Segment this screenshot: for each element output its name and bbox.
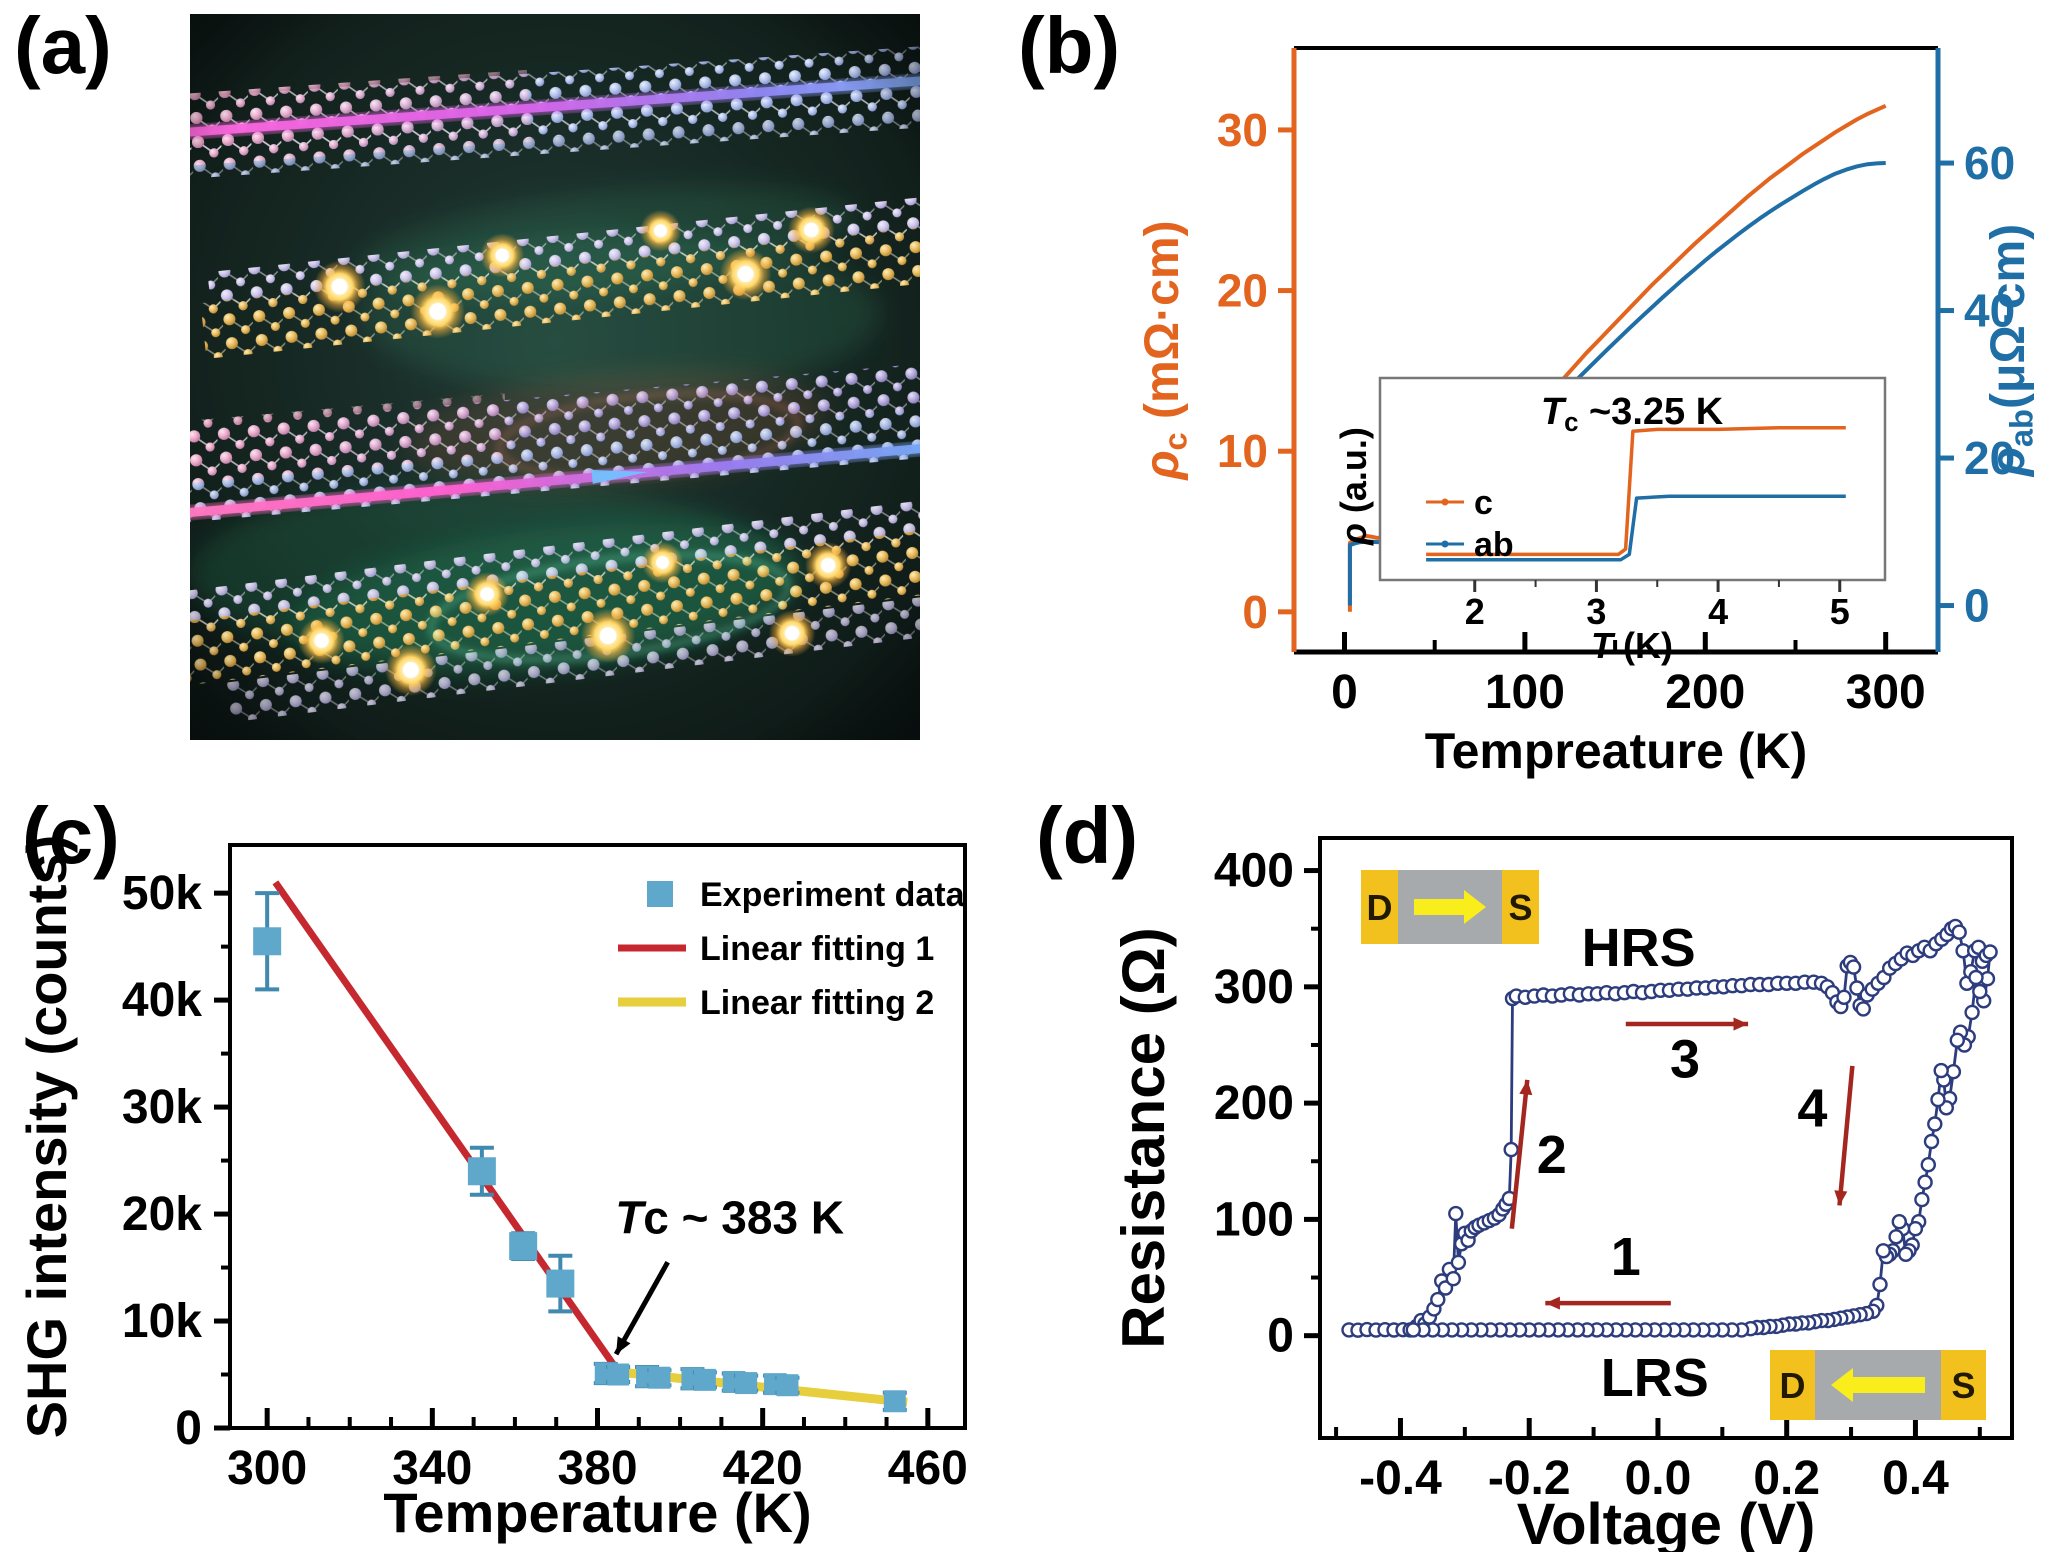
svg-text:10k: 10k [122,1295,202,1348]
inset-curve-c [1426,425,1846,557]
svg-text:c: c [1474,484,1493,522]
svg-text:Resistance (Ω): Resistance (Ω) [1110,927,1177,1349]
svg-text:300: 300 [227,1442,307,1495]
svg-text:20: 20 [1964,432,2015,484]
svg-text:200: 200 [1665,666,1745,719]
svg-text:SHG intensity (counts): SHG intensity (counts) [15,835,78,1439]
svg-text:30: 30 [1217,104,1268,156]
svg-text:60: 60 [1964,137,2015,189]
svg-text:10: 10 [1217,425,1268,477]
panel-label-d: (d) [1036,791,1139,880]
svg-text:0: 0 [1331,666,1358,719]
svg-text:400: 400 [1214,845,1294,898]
inset-superconducting-transition: 2 3 4 5 Tc ~3.25 K ρ (a.u.) T (K) c ab [1333,376,1887,666]
plot-d: -0.4 -0.2 0.0 0.2 0.4 0 100 200 300 400 Resistance… [1110,836,2014,1552]
panel-a-vignette [190,14,920,740]
svg-text:300: 300 [1214,961,1294,1014]
svg-text:0.4: 0.4 [1882,1452,1949,1505]
svg-text:2: 2 [1537,1125,1567,1185]
svg-text:D: D [1780,1365,1806,1406]
panel-a-illustration [190,14,920,740]
svg-text:0: 0 [1267,1310,1294,1363]
svg-text:0: 0 [175,1402,202,1455]
svg-text:420: 420 [723,1442,803,1495]
panel-label-b: (b) [1018,1,1121,90]
svg-text:ab: ab [1474,526,1514,564]
svg-text:ρab(μΩ·cm): ρab(μΩ·cm) [1982,224,2040,478]
svg-text:Voltage (V): Voltage (V) [1517,1492,1816,1552]
svg-text:4: 4 [1797,1078,1827,1138]
svg-text:380: 380 [557,1442,637,1495]
svg-text:-0.4: -0.4 [1359,1452,1442,1505]
svg-text:40: 40 [1964,285,2015,337]
svg-text:20k: 20k [122,1188,202,1241]
svg-text:Linear fitting 1: Linear fitting 1 [700,930,934,968]
svg-text:0.0: 0.0 [1625,1452,1692,1505]
inset-curve-ab [1426,494,1846,562]
svg-text:50k: 50k [122,867,202,920]
svg-text:100: 100 [1214,1193,1294,1246]
svg-text:T (K): T (K) [1591,625,1673,666]
svg-text:HRS: HRS [1582,918,1696,978]
panel-label-a: (a) [14,1,112,90]
svg-text:20: 20 [1217,265,1268,317]
svg-text:3: 3 [1586,591,1606,632]
svg-text:0: 0 [1964,580,1990,632]
svg-text:0: 0 [1242,586,1268,638]
svg-text:Tc ~ 383 K: Tc ~ 383 K [615,1191,844,1243]
hysteresis-loop-markers [1341,918,1998,1338]
svg-text:Tempreature (K): Tempreature (K) [1425,723,1807,779]
svg-text:3: 3 [1670,1030,1700,1090]
svg-text:0.2: 0.2 [1753,1452,1820,1505]
svg-text:Tc ~3.25 K: Tc ~3.25 K [1541,391,1724,437]
tc-annotation: Tc ~ 383 K [613,1191,844,1356]
chart-c: 300 340 380 420 460 0 10k 20k 30k 40k 50k SHG inten… [15,835,968,1544]
experiment-data-points [253,891,907,1413]
svg-text:5: 5 [1830,591,1850,632]
svg-text:200: 200 [1214,1077,1294,1130]
svg-text:1: 1 [1611,1227,1641,1287]
svg-text:ρ (a.u.): ρ (a.u.) [1333,427,1374,546]
svg-text:100: 100 [1485,666,1565,719]
svg-text:30k: 30k [122,1081,202,1134]
svg-text:D: D [1367,887,1393,928]
plot-c: 300 340 380 420 460 0 10k 20k 30k 40k 50k SHG inten… [15,835,968,1544]
panel-label-c: (c) [22,791,120,880]
svg-text:Linear fitting 2: Linear fitting 2 [700,984,934,1022]
legend-c: Experiment data Linear fitting 1 Linear fi… [618,876,966,1022]
svg-text:4: 4 [1708,591,1728,632]
svg-text:S: S [1508,887,1532,928]
svg-text:Experiment data: Experiment data [700,876,966,914]
chart-d: -0.4 -0.2 0.0 0.2 0.4 0 100 200 300 400 Resistance… [1110,836,2014,1552]
svg-text:2: 2 [1465,591,1485,632]
svg-text:300: 300 [1846,666,1926,719]
linear-fit-1 [272,880,621,1374]
svg-text:40k: 40k [122,974,202,1027]
svg-text:ρc (mΩ·cm): ρc (mΩ·cm) [1136,220,1194,481]
svg-text:Temperature (K): Temperature (K) [383,1481,811,1544]
svg-text:-0.2: -0.2 [1488,1452,1571,1505]
svg-text:S: S [1951,1365,1975,1406]
sweep-direction-arrows: 12 3 4 [1509,1017,1855,1310]
svg-text:460: 460 [888,1442,968,1495]
svg-text:340: 340 [392,1442,472,1495]
svg-text:LRS: LRS [1601,1348,1709,1408]
